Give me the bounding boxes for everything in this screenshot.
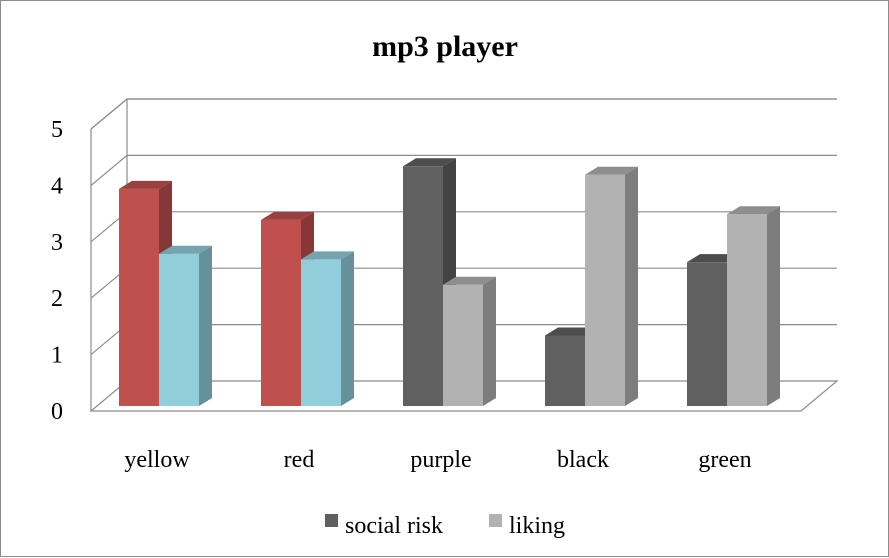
bar-red-liking xyxy=(301,251,354,406)
legend: social risk liking xyxy=(325,513,565,539)
x-axis-labels: yellow red purple black green xyxy=(124,447,751,473)
bar-purple-liking xyxy=(443,276,496,406)
y-tick-label: 3 xyxy=(51,230,63,256)
chart-title: mp3 player xyxy=(372,30,518,63)
legend-swatch-social-risk xyxy=(325,514,338,527)
x-tick-label-yellow: yellow xyxy=(124,447,190,473)
wall-top-edge xyxy=(90,98,837,130)
x-tick-label-black: black xyxy=(557,447,609,473)
gridline-3 xyxy=(90,211,837,243)
x-tick-label-red: red xyxy=(284,447,315,473)
y-tick-label: 5 xyxy=(51,117,63,143)
gridline-4 xyxy=(90,154,837,186)
bar-yellow-liking xyxy=(159,245,212,406)
y-tick-label: 2 xyxy=(51,286,63,312)
x-tick-label-green: green xyxy=(698,447,751,473)
y-axis-ticks: 0 1 2 3 4 5 xyxy=(51,117,63,425)
bar-black-liking xyxy=(585,166,638,406)
x-tick-label-purple: purple xyxy=(410,447,471,473)
y-tick-label: 4 xyxy=(51,173,63,199)
bars xyxy=(119,158,780,406)
gridline-5 xyxy=(90,98,837,130)
legend-swatch-liking xyxy=(489,514,502,527)
y-tick-label: 0 xyxy=(51,399,63,425)
legend-label-liking: liking xyxy=(509,513,565,539)
floor xyxy=(89,380,839,412)
y-tick-label: 1 xyxy=(51,343,63,369)
legend-label-social-risk: social risk xyxy=(345,513,443,539)
bar-green-liking xyxy=(727,206,780,406)
